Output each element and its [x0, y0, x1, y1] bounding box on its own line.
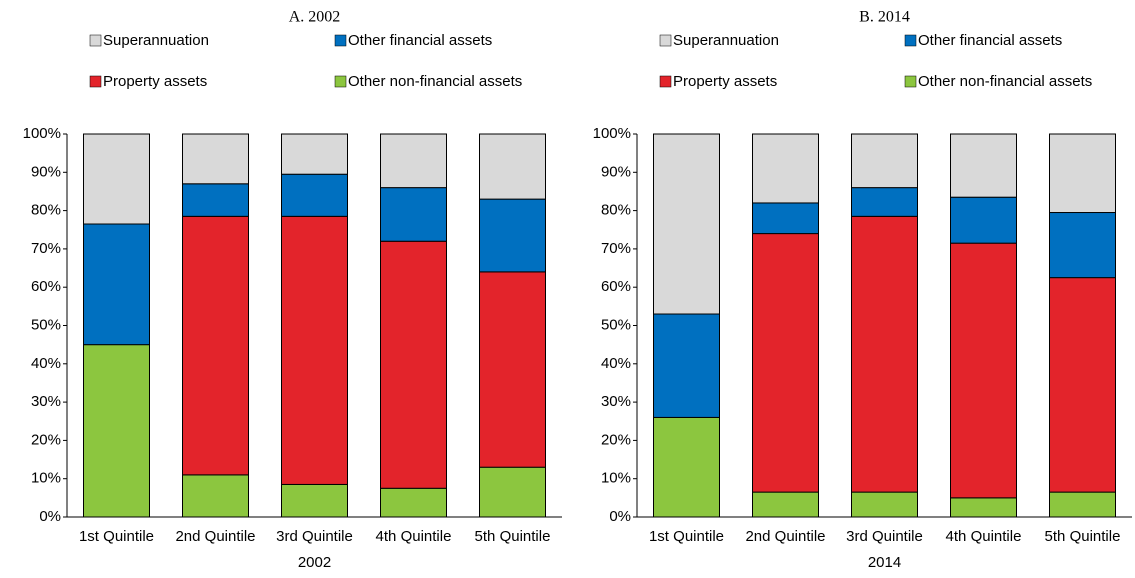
legend-swatch: [89, 75, 102, 88]
y-tick-label: 90%: [31, 163, 61, 180]
y-tick-label: 40%: [601, 355, 631, 372]
bar-segment: [653, 133, 720, 315]
legend-swatch: [659, 34, 672, 47]
bar-segment: [752, 202, 819, 235]
bar-segment: [752, 133, 819, 204]
y-tick-label: 90%: [601, 163, 631, 180]
legend-swatch: [904, 75, 917, 88]
legend-label: Property assets: [673, 73, 777, 90]
legend-label: Property assets: [103, 73, 207, 90]
bar-segment: [281, 483, 348, 518]
bar-segment: [182, 215, 249, 476]
y-tick-label: 30%: [31, 393, 61, 410]
bar-segment: [479, 198, 546, 273]
y-tick-label: 70%: [601, 240, 631, 257]
bar-segment: [380, 187, 447, 242]
y-tick-label: 60%: [31, 278, 61, 295]
bar-segment: [851, 215, 918, 493]
x-tick-label: 1st Quintile: [79, 528, 154, 545]
y-tick-label: 100%: [593, 125, 631, 142]
bar-segment: [752, 491, 819, 518]
x-tick-label: 2nd Quintile: [745, 528, 825, 545]
y-tick-label: 20%: [601, 431, 631, 448]
x-axis-label: 2014: [868, 554, 901, 571]
x-tick-label: 3rd Quintile: [276, 528, 353, 545]
y-tick-label: 80%: [601, 202, 631, 219]
bar-segment: [83, 133, 150, 225]
bar-segment: [1049, 212, 1116, 279]
x-tick-label: 5th Quintile: [1045, 528, 1121, 545]
legend-swatch: [904, 34, 917, 47]
y-tick-label: 40%: [31, 355, 61, 372]
y-tick-label: 100%: [23, 125, 61, 142]
legend-label: Other financial assets: [348, 32, 492, 49]
y-tick-label: 50%: [31, 316, 61, 333]
bar-segment: [182, 133, 249, 185]
bar-segment: [950, 242, 1017, 499]
bar-segment: [380, 487, 447, 518]
y-tick-label: 0%: [39, 508, 61, 525]
x-tick-label: 4th Quintile: [376, 528, 452, 545]
legend-label: Other non-financial assets: [918, 73, 1092, 90]
x-tick-label: 4th Quintile: [946, 528, 1022, 545]
chart-title: B. 2014: [859, 9, 910, 26]
y-tick-label: 10%: [31, 470, 61, 487]
bar-segment: [479, 133, 546, 200]
y-tick-label: 10%: [601, 470, 631, 487]
legend-swatch: [334, 75, 347, 88]
legend-swatch: [659, 75, 672, 88]
bar-segment: [851, 187, 918, 217]
bar-segment: [653, 313, 720, 418]
bar-segment: [950, 133, 1017, 198]
bar-segment: [1049, 277, 1116, 493]
bar-segment: [653, 416, 720, 518]
x-tick-label: 1st Quintile: [649, 528, 724, 545]
x-tick-label: 2nd Quintile: [175, 528, 255, 545]
legend-label: Other non-financial assets: [348, 73, 522, 90]
bar-segment: [479, 271, 546, 468]
y-tick-label: 30%: [601, 393, 631, 410]
legend-label: Superannuation: [673, 32, 779, 49]
bar-segment: [380, 240, 447, 489]
legend-label: Superannuation: [103, 32, 209, 49]
legend-swatch: [334, 34, 347, 47]
bar-segment: [950, 497, 1017, 518]
bar-segment: [281, 133, 348, 175]
y-tick-label: 80%: [31, 202, 61, 219]
bar-segment: [479, 466, 546, 518]
chart-title: A. 2002: [289, 9, 341, 26]
bar-segment: [281, 215, 348, 485]
bar-segment: [851, 133, 918, 189]
bar-segment: [182, 183, 249, 217]
bar-segment: [851, 491, 918, 518]
x-axis-label: 2002: [298, 554, 331, 571]
bar-segment: [281, 173, 348, 217]
y-tick-label: 70%: [31, 240, 61, 257]
bar-segment: [950, 196, 1017, 244]
bar-segment: [380, 133, 447, 189]
bar-segment: [752, 233, 819, 493]
bar-segment: [1049, 133, 1116, 214]
legend-label: Other financial assets: [918, 32, 1062, 49]
y-tick-label: 60%: [601, 278, 631, 295]
x-tick-label: 5th Quintile: [475, 528, 551, 545]
bar-segment: [182, 474, 249, 518]
bar-segment: [83, 344, 150, 518]
y-tick-label: 0%: [609, 508, 631, 525]
bar-segment: [83, 223, 150, 346]
bar-segment: [1049, 491, 1116, 518]
y-tick-label: 20%: [31, 431, 61, 448]
legend-swatch: [89, 34, 102, 47]
y-tick-label: 50%: [601, 316, 631, 333]
x-tick-label: 3rd Quintile: [846, 528, 923, 545]
